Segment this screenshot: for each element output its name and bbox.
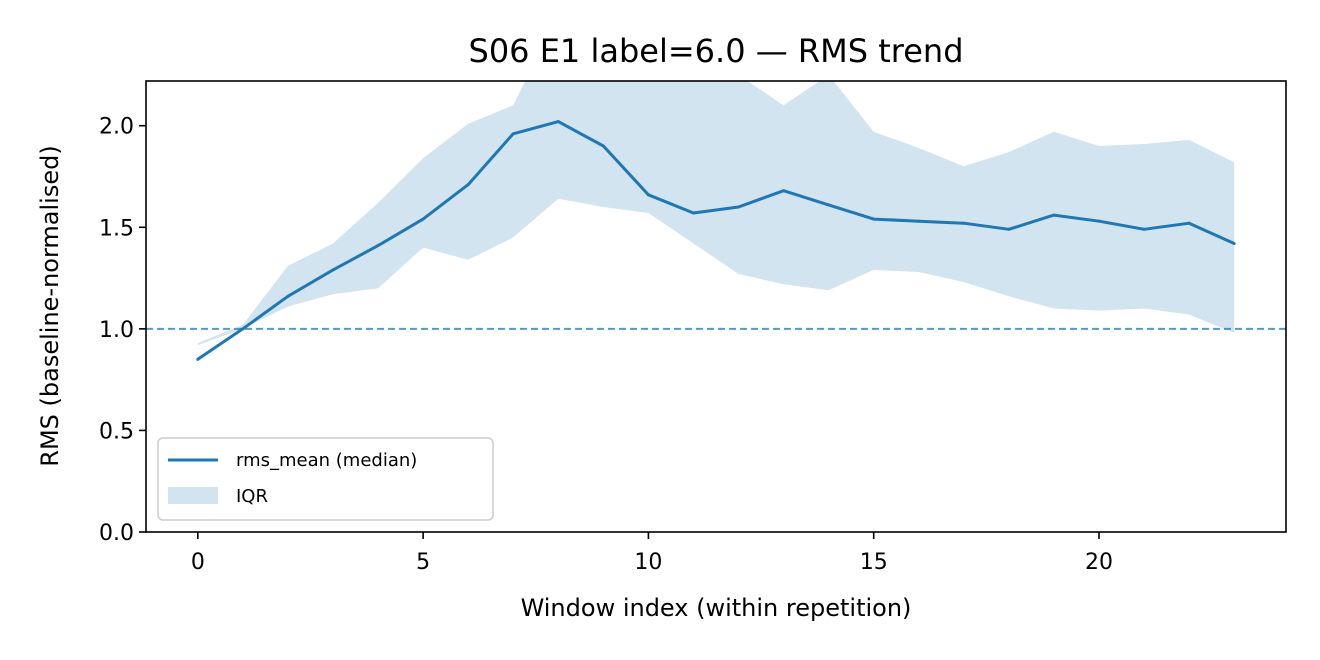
y-tick-label: 0.5 — [99, 419, 134, 444]
median-point — [827, 203, 831, 207]
median-point — [241, 327, 245, 331]
x-tick-label: 20 — [1085, 550, 1113, 575]
chart-title: S06 E1 label=6.0 — RMS trend — [469, 32, 964, 70]
median-point — [737, 205, 741, 209]
y-tick-label: 1.5 — [99, 216, 134, 241]
median-point — [466, 183, 470, 187]
median-line — [196, 120, 1235, 361]
median-point — [601, 144, 605, 148]
median-point — [511, 132, 515, 136]
iqr-band-layer — [197, 81, 1235, 346]
median-point — [421, 217, 425, 221]
y-tick-label: 2.0 — [99, 115, 134, 140]
legend-label-median: rms_mean (median) — [236, 450, 417, 471]
plot-frame — [145, 80, 1287, 533]
x-tick-label: 0 — [191, 550, 205, 575]
median-point — [917, 219, 921, 223]
median-point — [646, 193, 650, 197]
median-point — [376, 244, 380, 248]
median-point — [286, 294, 290, 298]
y-axis-label: RMS (baseline-normalised) — [36, 145, 64, 466]
x-tick-label: 10 — [634, 550, 662, 575]
legend-box — [157, 437, 494, 521]
median-point — [872, 217, 876, 221]
median-point — [331, 268, 335, 272]
median-point — [1142, 227, 1146, 231]
legend-label-iqr: IQR — [236, 486, 268, 507]
median-line-layer — [196, 120, 1236, 361]
median-point — [1097, 219, 1101, 223]
median-point — [196, 357, 200, 361]
x-tick-label: 15 — [860, 550, 888, 575]
legend: rms_mean (median) IQR — [157, 437, 494, 521]
median-point — [962, 221, 966, 225]
y-tick-label: 0.0 — [99, 521, 134, 546]
y-tick-label: 1.0 — [99, 318, 134, 343]
x-tick-label: 5 — [416, 550, 430, 575]
ticks-layer: 0 5 10 15 20 0.0 0.5 1.0 1.5 2.0 — [99, 115, 1113, 575]
median-point — [691, 211, 695, 215]
x-axis-label: Window index (within repetition) — [521, 594, 912, 622]
iqr-band — [197, 81, 1235, 346]
median-point — [1007, 227, 1011, 231]
median-point — [556, 120, 560, 124]
legend-band-swatch — [168, 487, 218, 504]
median-point — [1187, 221, 1191, 225]
median-point — [1052, 213, 1056, 217]
median-point — [1232, 242, 1236, 246]
median-point — [782, 189, 786, 193]
